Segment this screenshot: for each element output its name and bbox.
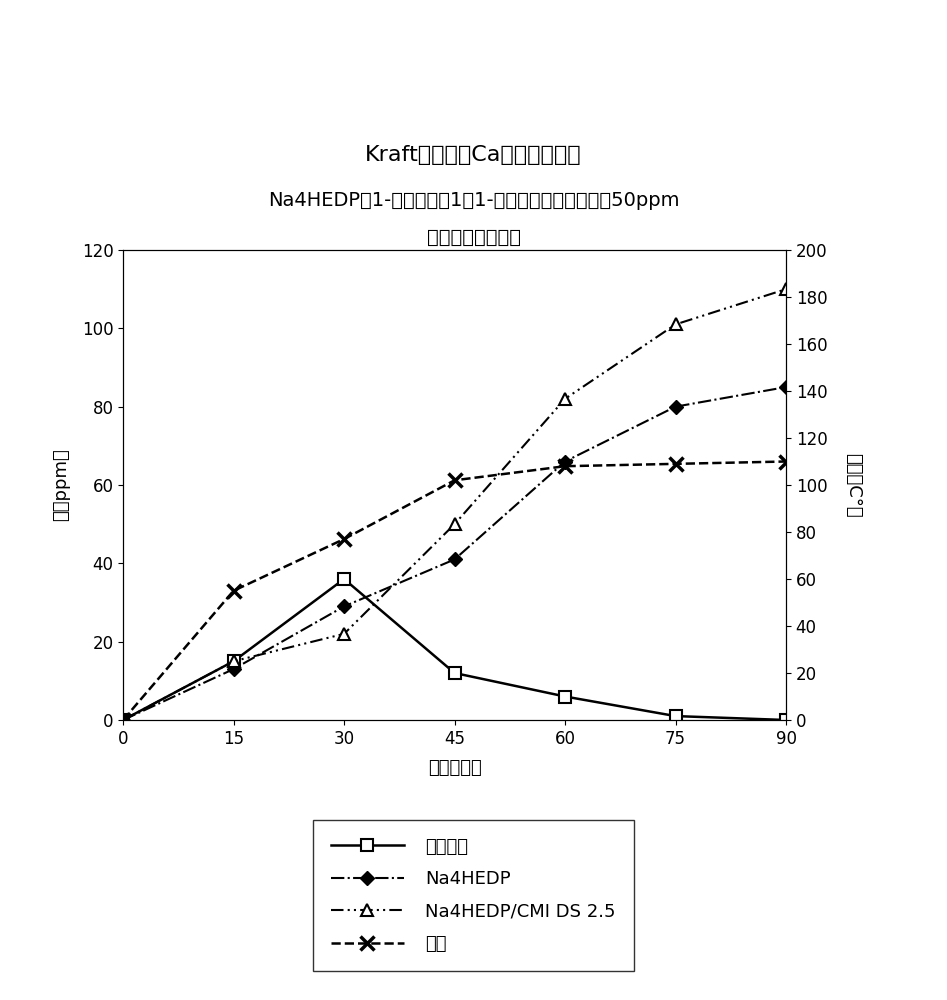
Text: Na4HEDP（1-羟基亚乙基1，1-二膦酸的钠盐）及具有50ppm: Na4HEDP（1-羟基亚乙基1，1-二膦酸的钠盐）及具有50ppm [268, 190, 679, 210]
Y-axis label: 钙（ppm）: 钙（ppm） [52, 449, 70, 521]
X-axis label: 时间（分）: 时间（分） [428, 759, 481, 777]
Y-axis label: 温度（C°）: 温度（C°） [844, 453, 862, 517]
Text: Kraft蒸煮中的Ca性能抑制曲线: Kraft蒸煮中的Ca性能抑制曲线 [366, 145, 581, 165]
Legend: 无抑制剂, Na4HEDP, Na4HEDP/CMI DS 2.5, 温度: 无抑制剂, Na4HEDP, Na4HEDP/CMI DS 2.5, 温度 [313, 820, 634, 971]
Text: 抑制剂的混合体系: 抑制剂的混合体系 [426, 228, 521, 246]
